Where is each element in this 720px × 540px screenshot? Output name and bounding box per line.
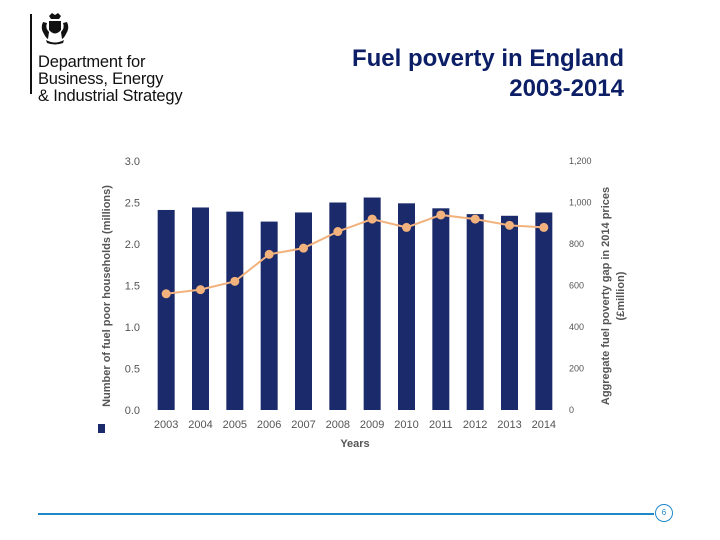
right-tick-label: 400: [569, 322, 584, 332]
bar-2011: [432, 208, 450, 410]
gap-point-2004: [196, 285, 205, 295]
gap-point-2003: [161, 289, 171, 299]
gap-point-2005: [230, 276, 240, 286]
bar-2010: [398, 203, 415, 410]
page-title-line-1: Fuel poverty in England: [351, 45, 624, 72]
x-tick-label: 2012: [463, 419, 487, 431]
gap-point-2008: [333, 227, 343, 237]
right-tick-label: 0: [569, 405, 574, 415]
legend-swatch: [98, 424, 105, 433]
left-tick-label: 3.0: [125, 156, 140, 168]
gap-point-2014: [539, 222, 549, 232]
left-tick-label: 1.0: [125, 322, 140, 334]
right-tick-label: 1,200: [569, 156, 592, 166]
left-tick-label: 2.5: [125, 198, 140, 210]
x-tick-label: 2010: [394, 419, 418, 431]
bar-2012: [466, 214, 484, 410]
org-name-line-3: & Industrial Strategy: [38, 87, 183, 105]
gap-point-2009: [367, 214, 377, 224]
footer-divider: [38, 513, 654, 515]
bar-2005: [226, 211, 244, 410]
bar-2009: [363, 197, 381, 410]
gap-point-2012: [470, 214, 480, 224]
gap-point-2007: [299, 243, 308, 253]
royal-coat-of-arms-icon: [41, 13, 69, 45]
org-name-line-2: Business, Energy: [38, 70, 164, 88]
left-tick-label: 0.5: [125, 364, 140, 376]
bar-2003: [157, 209, 175, 410]
left-tick-label: 1.5: [125, 281, 140, 293]
gap-point-2006: [264, 249, 274, 259]
bar-2014: [535, 212, 553, 410]
right-tick-label: 600: [569, 281, 584, 291]
right-axis-title-line-1: Aggregate fuel poverty gap in 2014 price…: [600, 187, 612, 405]
bar-2004: [192, 207, 209, 410]
bar-2007: [295, 212, 312, 410]
x-tick-label: 2011: [429, 419, 453, 431]
x-tick-label: 2007: [291, 419, 315, 431]
page-number: 6: [655, 504, 673, 522]
gap-point-2013: [505, 220, 514, 230]
gap-point-2010: [402, 222, 411, 232]
left-axis-title: Number of fuel poor households (millions…: [101, 185, 113, 407]
right-tick-label: 1,000: [569, 198, 592, 208]
x-tick-label: 2003: [154, 419, 178, 431]
left-tick-label: 0.0: [125, 405, 140, 417]
x-tick-label: 2008: [326, 419, 350, 431]
right-tick-label: 200: [569, 364, 584, 374]
logo-divider: [30, 14, 32, 94]
page-title: Fuel poverty in England 2003-2014: [352, 44, 624, 104]
right-axis-title-line-2: (£million): [615, 271, 627, 320]
right-tick-label: 800: [569, 239, 584, 249]
gap-point-2011: [436, 210, 446, 220]
bar-2013: [501, 215, 518, 410]
x-tick-label: 2006: [257, 419, 281, 431]
department-logo: Department for Business, Energy & Indust…: [30, 12, 230, 105]
x-tick-label: 2013: [497, 419, 521, 431]
fuel-poverty-gap-line: [166, 213, 544, 295]
x-tick-label: 2009: [360, 419, 384, 431]
x-tick-label: 2005: [223, 419, 247, 431]
bar-2008: [329, 202, 347, 410]
x-tick-label: 2004: [188, 419, 212, 431]
bar-2006: [260, 221, 278, 410]
x-tick-label: 2014: [532, 419, 556, 431]
org-name-line-1: Department for: [38, 53, 146, 71]
left-tick-label: 2.0: [125, 239, 140, 251]
page-title-line-2: 2003-2014: [509, 75, 624, 102]
x-axis-title: Years: [340, 438, 369, 450]
